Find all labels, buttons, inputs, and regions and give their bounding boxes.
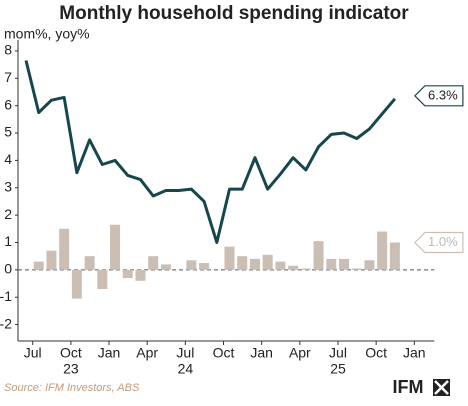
bar xyxy=(288,265,299,270)
y-tick-label: 1 xyxy=(4,233,12,249)
bar xyxy=(97,269,108,290)
bar xyxy=(148,256,159,270)
x-group-label: 24 xyxy=(178,361,194,377)
x-group-label: 23 xyxy=(63,361,79,377)
x-group-label: 25 xyxy=(330,361,346,377)
x-tick-label: Oct xyxy=(365,345,387,361)
subtitle: mom%, yoy% xyxy=(4,26,90,42)
y-tick-label: 2 xyxy=(4,206,12,222)
x-tick-label: Apr xyxy=(136,345,158,361)
logo-icon xyxy=(433,379,450,396)
bar xyxy=(71,269,82,299)
callout-label: 6.3% xyxy=(428,87,458,102)
bar xyxy=(377,231,388,270)
bar xyxy=(237,256,248,270)
source: Source: IFM Investors, ABS xyxy=(4,382,140,394)
bar xyxy=(224,246,235,270)
chart-title: Monthly household spending indicator xyxy=(59,3,409,24)
callout-box xyxy=(414,231,464,254)
x-tick-label: Jul xyxy=(329,345,347,361)
y-tick-label: 5 xyxy=(4,124,12,140)
x-tick-label: Jul xyxy=(24,345,42,361)
bar xyxy=(275,261,286,270)
callout-box xyxy=(414,85,464,107)
logo: IFM xyxy=(393,377,424,397)
bar xyxy=(351,268,362,270)
x-tick-label: Oct xyxy=(60,345,82,361)
callout-label: 1.0% xyxy=(428,234,458,249)
y-tick-label: -1 xyxy=(0,288,12,304)
x-tick-label: Jan xyxy=(403,345,426,361)
bar xyxy=(249,258,260,270)
y-tick-label: 3 xyxy=(4,178,12,194)
x-tick-label: Apr xyxy=(289,345,311,361)
x-tick-label: Jan xyxy=(98,345,121,361)
y-tick-label: 0 xyxy=(4,261,12,277)
bar xyxy=(110,224,121,270)
bar xyxy=(300,268,311,270)
bar xyxy=(84,256,95,270)
bar xyxy=(339,258,349,270)
bar xyxy=(46,250,57,270)
y-tick-label: 7 xyxy=(4,69,12,85)
y-tick-label: 6 xyxy=(4,96,12,112)
x-tick-label: Jan xyxy=(250,345,273,361)
bar xyxy=(199,263,210,270)
bar xyxy=(160,264,171,270)
bar xyxy=(262,254,273,270)
y-tick-label: 8 xyxy=(4,42,12,58)
bar xyxy=(59,228,70,270)
bar xyxy=(135,269,146,281)
y-tick-label: -2 xyxy=(0,315,12,331)
bar xyxy=(364,260,375,270)
bar xyxy=(122,269,133,279)
x-tick-label: Jul xyxy=(176,345,194,361)
bar xyxy=(389,242,400,270)
bar xyxy=(33,261,44,270)
bar xyxy=(186,260,197,270)
bar xyxy=(326,258,337,270)
line xyxy=(24,60,397,244)
x-tick-label: Oct xyxy=(213,345,235,361)
bar xyxy=(313,241,324,270)
y-tick-label: 4 xyxy=(4,151,12,167)
